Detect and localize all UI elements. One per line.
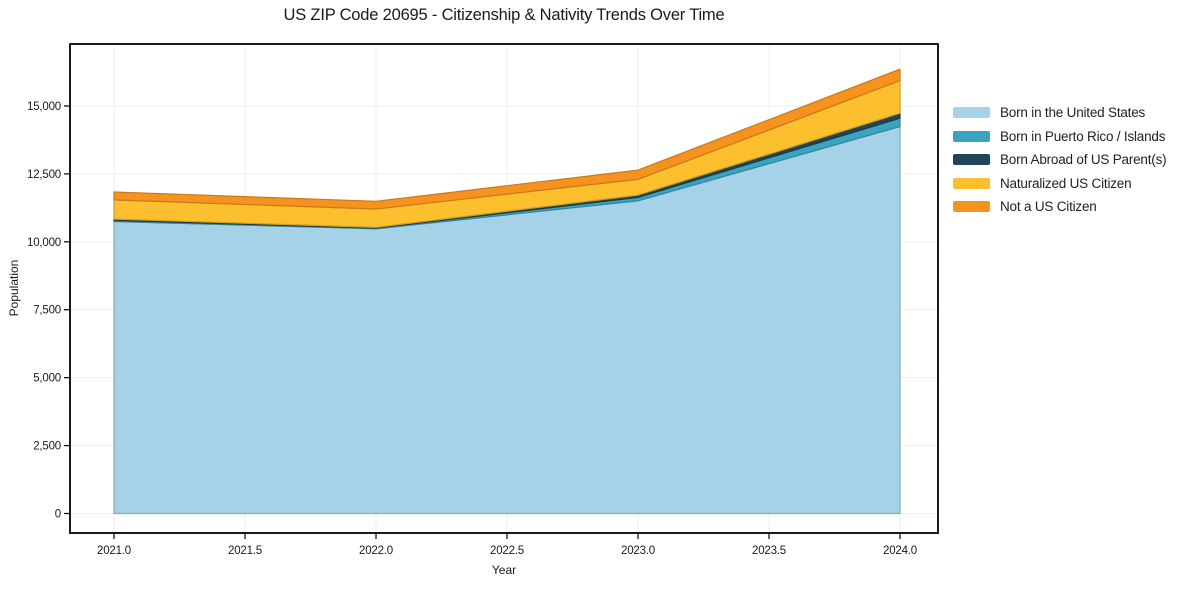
area-not-a-us-citizen: [113, 68, 901, 210]
plot-frame: [69, 43, 939, 534]
legend-swatch-icon: [953, 154, 990, 166]
legend-swatch-icon: [953, 201, 990, 213]
legend-swatch-icon: [953, 130, 990, 142]
x-tick-label: 2023.0: [621, 545, 655, 557]
legend-label: Born Abroad of US Parent(s): [1000, 152, 1167, 168]
x-tick-label: 2022.0: [359, 545, 393, 557]
legend-label: Born in Puerto Rico / Islands: [1000, 128, 1166, 144]
legend-label: Born in the United States: [1000, 105, 1146, 121]
x-tick-label: 2024.0: [883, 545, 917, 557]
legend-swatch-icon: [953, 177, 990, 189]
legend-label: Naturalized US Citizen: [1000, 175, 1132, 191]
legend-item-not-a-us-citizen: Not a US Citizen: [953, 195, 1166, 219]
x-tick-label: 2021.0: [97, 545, 131, 557]
legend: Born in the United States Born in Puerto …: [953, 101, 1167, 219]
legend-item-born-abroad-of-us-parent-s: Born Abroad of US Parent(s): [953, 148, 1167, 172]
legend-item-born-in-puerto-rico-islands: Born in Puerto Rico / Islands: [953, 125, 1166, 149]
x-tick-label: 2021.5: [228, 545, 262, 557]
chart-title: US ZIP Code 20695 - Citizenship & Nativi…: [283, 6, 725, 24]
y-tick-label: 12,500: [27, 169, 61, 181]
y-axis-label: Population: [7, 259, 21, 317]
x-tick-label: 2023.5: [752, 545, 786, 557]
y-tick-label: 10,000: [27, 237, 61, 249]
x-tick-label: 2022.5: [490, 545, 524, 557]
y-tick-label: 0: [55, 508, 61, 520]
y-tick-label: 5,000: [33, 373, 61, 385]
legend-swatch-icon: [953, 107, 990, 119]
y-tick-label: 7,500: [33, 305, 61, 317]
x-axis-label: Year: [491, 563, 517, 577]
legend-item-naturalized-us-citizen: Naturalized US Citizen: [953, 172, 1166, 196]
y-tick-label: 15,000: [27, 101, 61, 113]
legend-label: Not a US Citizen: [1000, 199, 1097, 215]
y-tick-label: 2,500: [33, 441, 61, 453]
legend-item-born-in-the-united-states: Born in the United States: [953, 101, 1166, 125]
